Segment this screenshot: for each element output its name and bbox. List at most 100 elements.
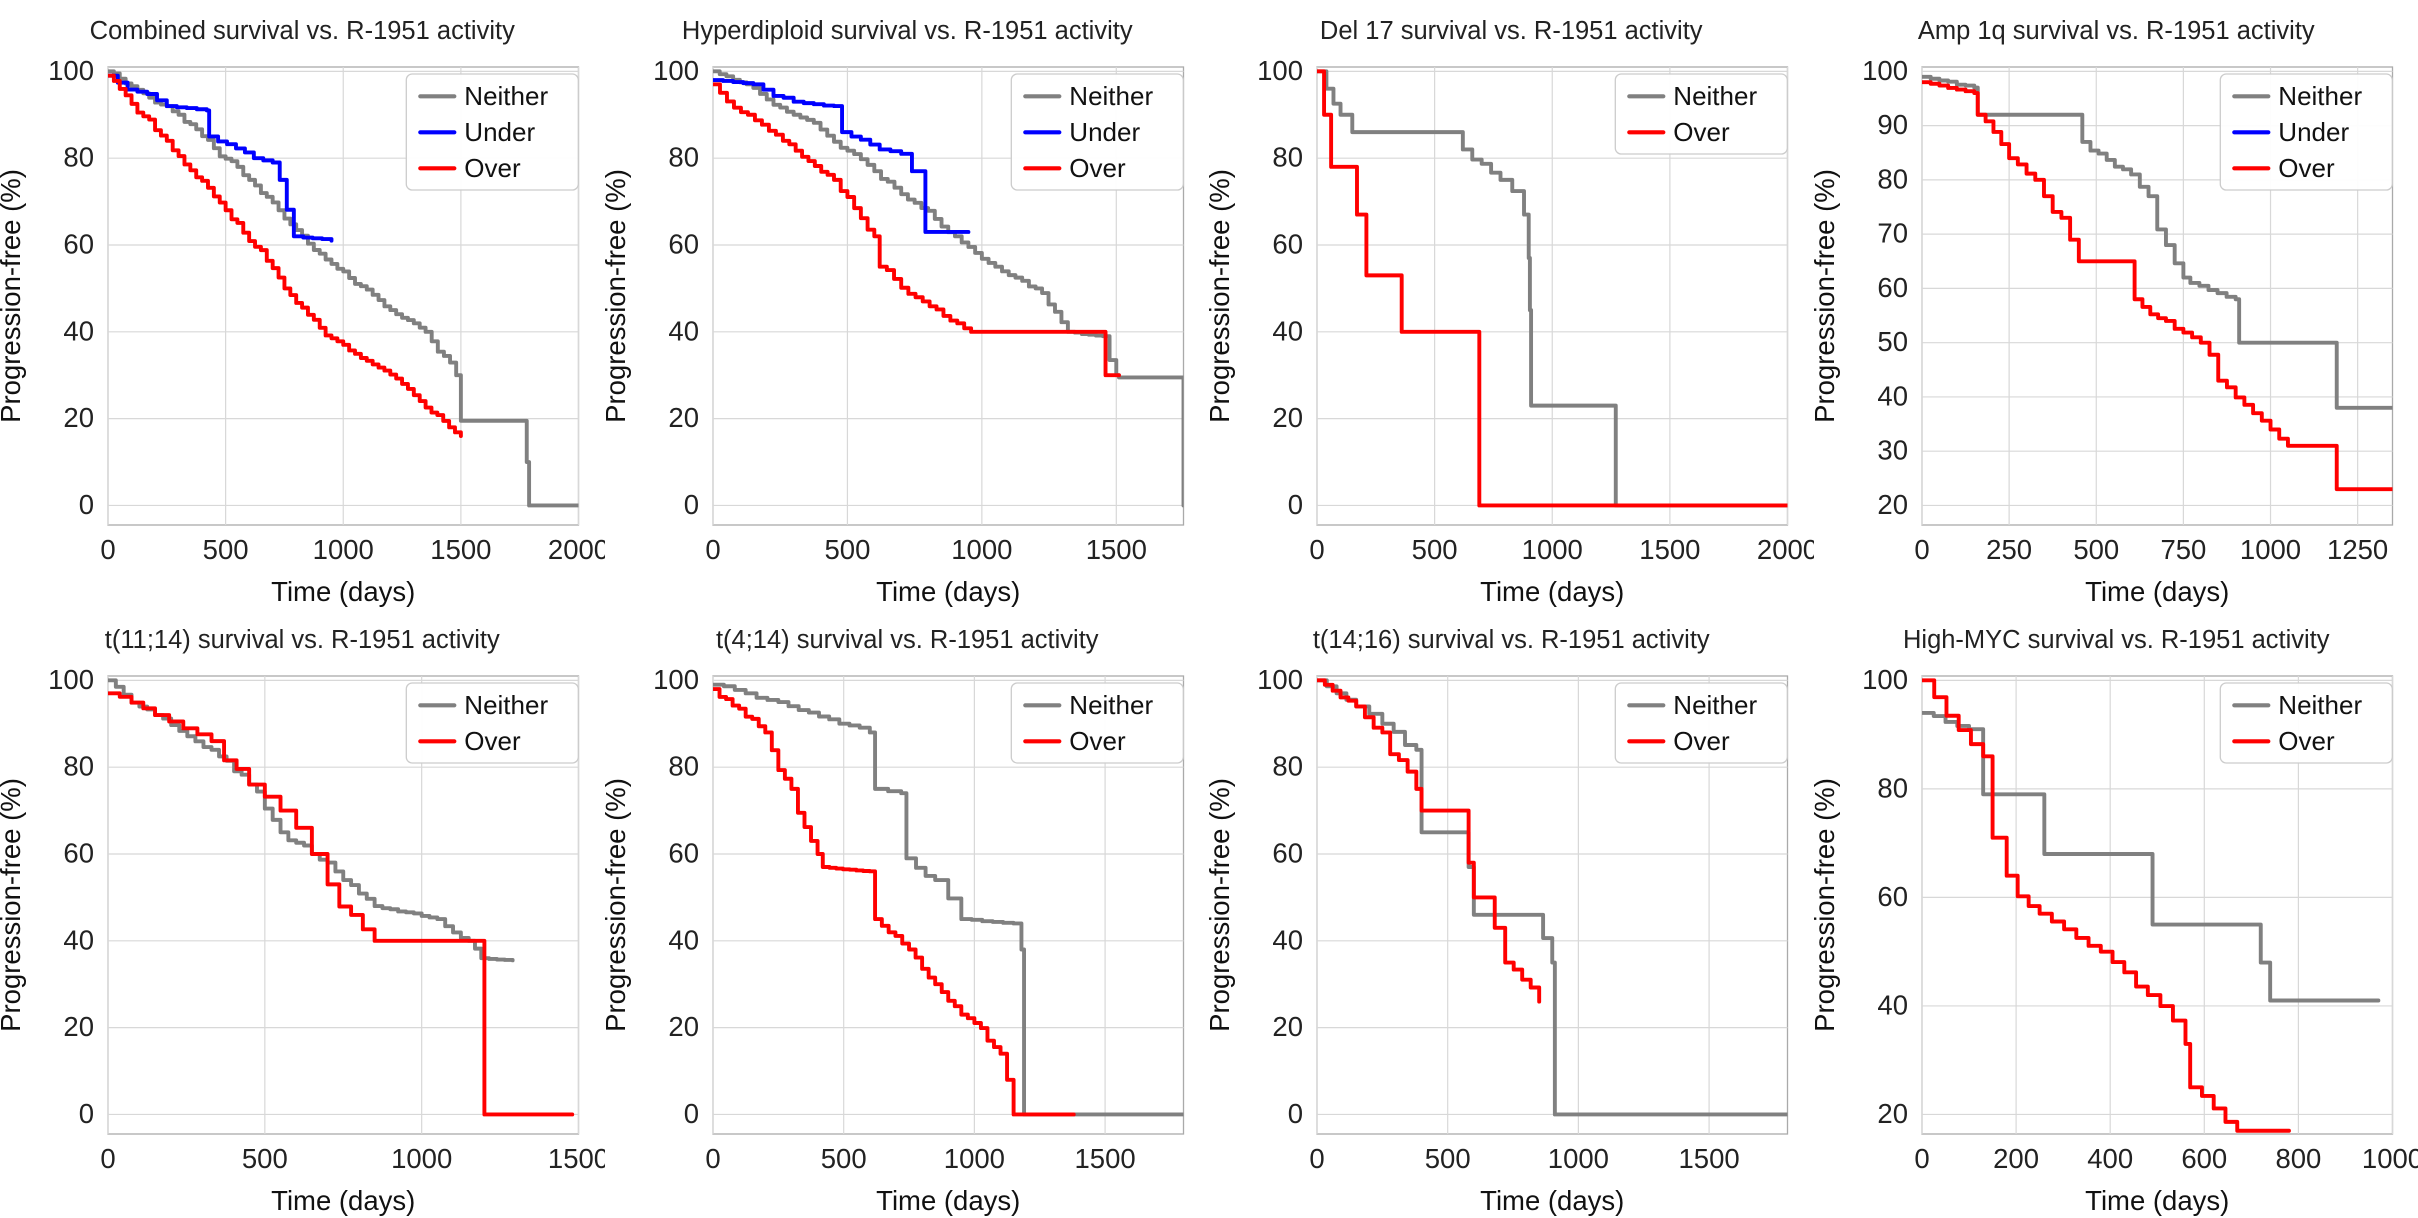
- svg-text:Progression-free (%): Progression-free (%): [1814, 778, 1840, 1032]
- svg-text:20: 20: [1877, 489, 1908, 520]
- svg-text:80: 80: [1272, 751, 1303, 782]
- svg-text:Time (days): Time (days): [271, 576, 415, 607]
- svg-text:Over: Over: [464, 726, 521, 756]
- svg-text:Neither: Neither: [2278, 690, 2362, 720]
- svg-text:Over: Over: [464, 153, 521, 183]
- svg-text:Neither: Neither: [1069, 81, 1153, 111]
- svg-text:60: 60: [1877, 881, 1908, 912]
- svg-text:60: 60: [63, 228, 94, 259]
- svg-text:Neither: Neither: [1069, 690, 1153, 720]
- svg-text:0: 0: [1914, 534, 1929, 565]
- svg-text:Neither: Neither: [1673, 690, 1757, 720]
- svg-text:Time (days): Time (days): [2085, 576, 2229, 607]
- svg-text:Time (days): Time (days): [876, 576, 1020, 607]
- svg-text:1500: 1500: [548, 1143, 605, 1174]
- svg-text:1500: 1500: [1639, 534, 1700, 565]
- svg-text:60: 60: [1272, 837, 1303, 868]
- svg-text:60: 60: [668, 228, 699, 259]
- svg-text:Over: Over: [1069, 726, 1126, 756]
- svg-text:400: 400: [2087, 1143, 2133, 1174]
- svg-text:20: 20: [668, 1011, 699, 1042]
- svg-text:500: 500: [203, 534, 249, 565]
- svg-text:100: 100: [1257, 55, 1303, 86]
- svg-text:100: 100: [1257, 664, 1303, 695]
- svg-text:40: 40: [63, 315, 94, 346]
- svg-text:Progression-free (%): Progression-free (%): [605, 169, 631, 423]
- svg-text:60: 60: [63, 837, 94, 868]
- svg-text:0: 0: [79, 489, 94, 520]
- svg-text:20: 20: [63, 1011, 94, 1042]
- svg-text:Over: Over: [2278, 726, 2335, 756]
- svg-text:1000: 1000: [391, 1143, 452, 1174]
- svg-text:Time (days): Time (days): [2085, 1185, 2229, 1216]
- svg-text:100: 100: [653, 664, 699, 695]
- svg-text:20: 20: [63, 402, 94, 433]
- svg-text:20: 20: [1877, 1098, 1908, 1129]
- svg-text:Over: Over: [1673, 726, 1730, 756]
- svg-text:60: 60: [668, 837, 699, 868]
- svg-text:Neither: Neither: [2278, 81, 2362, 111]
- svg-text:100: 100: [1862, 55, 1908, 86]
- svg-text:1000: 1000: [951, 534, 1012, 565]
- svg-text:20: 20: [668, 402, 699, 433]
- svg-text:100: 100: [48, 664, 94, 695]
- svg-text:Del 17 survival vs. R-1951 act: Del 17 survival vs. R-1951 activity: [1320, 17, 1703, 45]
- svg-text:40: 40: [1877, 989, 1908, 1020]
- svg-text:Time (days): Time (days): [1480, 1185, 1624, 1216]
- svg-text:Progression-free (%): Progression-free (%): [1814, 169, 1840, 423]
- svg-text:t(14;16) survival vs. R-1951 a: t(14;16) survival vs. R-1951 activity: [1313, 626, 1710, 654]
- svg-text:80: 80: [1877, 163, 1908, 194]
- svg-text:100: 100: [653, 55, 699, 86]
- svg-text:500: 500: [824, 534, 870, 565]
- svg-text:800: 800: [2275, 1143, 2321, 1174]
- svg-text:500: 500: [820, 1143, 866, 1174]
- svg-text:1000: 1000: [1548, 1143, 1609, 1174]
- svg-text:20: 20: [1272, 402, 1303, 433]
- svg-text:600: 600: [2181, 1143, 2227, 1174]
- svg-text:0: 0: [1914, 1143, 1929, 1174]
- svg-text:0: 0: [683, 1098, 698, 1129]
- svg-text:40: 40: [1877, 380, 1908, 411]
- svg-text:t(4;14) survival vs. R-1951 ac: t(4;14) survival vs. R-1951 activity: [715, 626, 1098, 654]
- svg-text:0: 0: [1309, 1143, 1324, 1174]
- svg-text:Over: Over: [1069, 153, 1126, 183]
- svg-text:60: 60: [1877, 272, 1908, 303]
- svg-text:1000: 1000: [2239, 534, 2300, 565]
- svg-text:1500: 1500: [1678, 1143, 1739, 1174]
- svg-text:Over: Over: [1673, 117, 1730, 147]
- svg-text:80: 80: [1272, 142, 1303, 173]
- svg-text:Progression-free (%): Progression-free (%): [0, 778, 26, 1032]
- svg-text:500: 500: [242, 1143, 288, 1174]
- svg-text:80: 80: [63, 751, 94, 782]
- svg-text:1000: 1000: [313, 534, 374, 565]
- svg-text:0: 0: [1288, 1098, 1303, 1129]
- svg-text:Progression-free (%): Progression-free (%): [605, 778, 631, 1032]
- svg-text:500: 500: [1412, 534, 1458, 565]
- svg-text:90: 90: [1877, 109, 1908, 140]
- svg-text:40: 40: [63, 924, 94, 955]
- svg-text:Neither: Neither: [464, 690, 548, 720]
- svg-text:Under: Under: [1069, 117, 1140, 147]
- svg-text:Progression-free (%): Progression-free (%): [0, 169, 26, 423]
- svg-text:1250: 1250: [2327, 534, 2388, 565]
- svg-text:70: 70: [1877, 218, 1908, 249]
- svg-text:0: 0: [100, 1143, 115, 1174]
- svg-text:Progression-free (%): Progression-free (%): [1209, 778, 1235, 1032]
- svg-text:Time (days): Time (days): [876, 1185, 1020, 1216]
- svg-text:2000: 2000: [548, 534, 605, 565]
- svg-text:Time (days): Time (days): [271, 1185, 415, 1216]
- svg-text:500: 500: [2073, 534, 2119, 565]
- svg-text:Amp 1q survival vs. R-1951 act: Amp 1q survival vs. R-1951 activity: [1917, 17, 2314, 45]
- svg-text:80: 80: [668, 751, 699, 782]
- svg-text:1500: 1500: [1085, 534, 1146, 565]
- svg-text:High-MYC survival vs. R-1951 a: High-MYC survival vs. R-1951 activity: [1902, 626, 2329, 654]
- svg-text:2000: 2000: [1757, 534, 1814, 565]
- svg-text:0: 0: [683, 489, 698, 520]
- svg-text:40: 40: [1272, 924, 1303, 955]
- svg-text:0: 0: [1288, 489, 1303, 520]
- svg-text:0: 0: [1309, 534, 1324, 565]
- svg-text:1500: 1500: [1074, 1143, 1135, 1174]
- svg-text:Under: Under: [2278, 117, 2349, 147]
- svg-text:t(11;14) survival vs. R-1951 a: t(11;14) survival vs. R-1951 activity: [105, 626, 500, 654]
- svg-text:40: 40: [1272, 315, 1303, 346]
